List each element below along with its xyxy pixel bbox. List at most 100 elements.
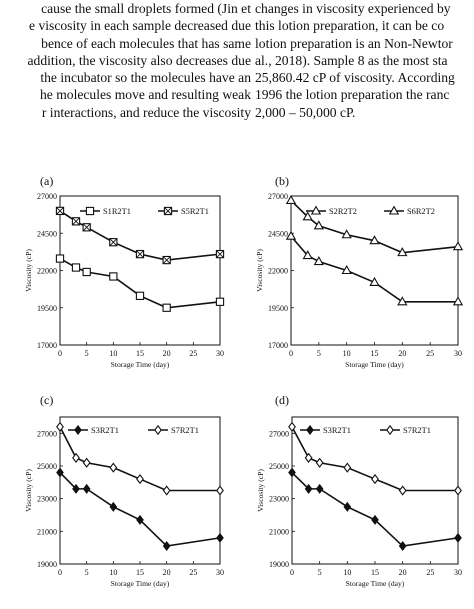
- data-point-S3R2T1: [315, 483, 324, 494]
- legend-label: S1R2T1: [103, 207, 131, 216]
- x-axis-label: Storage Time (day): [346, 579, 405, 588]
- legend-marker: [85, 206, 95, 216]
- y-tick-label: 27000: [268, 192, 288, 201]
- data-point-S7R2T1: [371, 473, 379, 485]
- data-point-S2R2T2: [397, 247, 408, 257]
- data-point-S7R2T1: [454, 485, 462, 496]
- legend-label: S2R2T2: [329, 207, 357, 216]
- x-tick-label: 0: [58, 568, 62, 577]
- x-tick-label: 30: [216, 349, 224, 358]
- text-column-right: changes in viscosity experienced by this…: [255, 0, 474, 121]
- y-axis-label: Viscosity (cP): [24, 249, 33, 292]
- y-tick-label: 19500: [268, 304, 288, 313]
- data-point-S7R2T1: [398, 485, 407, 496]
- data-point-S5R2T1-cross: [82, 223, 91, 232]
- data-point-S7R2T1: [304, 452, 313, 463]
- data-point-S6R2T2: [313, 256, 324, 266]
- y-tick-label: 21000: [269, 527, 289, 536]
- y-axis-label: Viscosity (cP): [255, 249, 264, 292]
- panel-label: (a): [40, 174, 53, 188]
- data-point-S5R2T1-cross: [216, 250, 224, 259]
- text-line: 25,860.42 cP of viscosity. According: [255, 70, 455, 86]
- y-tick-label: 25000: [269, 462, 289, 471]
- data-point-S2R2T2: [341, 229, 352, 239]
- x-tick-label: 15: [136, 349, 144, 358]
- data-point-S5R2T1-cross: [72, 217, 80, 226]
- x-tick-label: 20: [399, 568, 407, 577]
- y-axis-label: Viscosity (cP): [24, 469, 33, 512]
- x-tick-label: 10: [109, 349, 117, 358]
- legend-label: S5R2T1: [181, 207, 209, 216]
- y-tick-label: 21000: [37, 527, 57, 536]
- legend-marker: [310, 205, 322, 215]
- data-point-S7R2T1: [343, 462, 352, 473]
- data-point-S2R2T2: [452, 241, 464, 251]
- data-point-S3R2T1: [162, 541, 171, 552]
- text-line: al., 2018). Sample 8 as the most sta: [255, 52, 448, 68]
- x-tick-label: 20: [163, 568, 171, 577]
- legend-marker: [74, 424, 82, 436]
- chart-panel-2: (b) 17000 19500 22000 24500 27000 0 5 10 15 20 25 30…: [255, 174, 464, 369]
- text-line: he molecules move and resulting weak: [39, 87, 251, 103]
- series-line-S6R2T2: [290, 235, 458, 303]
- data-point-S1R2T1: [109, 272, 118, 281]
- data-point-S7R2T1: [72, 452, 80, 463]
- x-tick-label: 30: [454, 349, 462, 358]
- data-point-S7R2T1: [216, 485, 224, 496]
- x-axis-label: Storage Time (day): [345, 360, 404, 369]
- legend-marker: [386, 424, 394, 436]
- text-line: this lotion preparation, it can be co: [255, 18, 445, 34]
- data-point-S7R2T1: [162, 485, 171, 496]
- data-point-S3R2T1: [109, 501, 118, 512]
- y-tick-label: 25000: [37, 462, 57, 471]
- chart-panel-3: (c) 19000 21000 23000 25000 27000 0 5 10 15 20 25 30…: [24, 393, 224, 588]
- data-point-S1R2T1: [162, 303, 171, 312]
- legend-marker-cross: [164, 207, 172, 215]
- text-column-left: cause the small droplets formed (Jin et …: [0, 0, 251, 121]
- legend-label: S7R2T1: [403, 426, 431, 435]
- panel-label: (c): [40, 393, 53, 407]
- data-point-S1R2T1: [215, 297, 225, 306]
- data-point-S6R2T2: [369, 276, 380, 286]
- data-point-S3R2T1: [371, 514, 379, 525]
- x-tick-label: 25: [426, 349, 434, 358]
- x-axis-label: Storage Time (day): [111, 579, 170, 588]
- data-point-S7R2T1: [82, 457, 91, 468]
- y-tick-label: 17000: [37, 341, 57, 350]
- legend-marker: [388, 205, 400, 215]
- text-line: changes in viscosity experienced by: [255, 1, 451, 16]
- y-tick-label: 22000: [37, 267, 57, 276]
- y-tick-label: 23000: [37, 495, 57, 504]
- data-point-S3R2T1: [82, 483, 91, 494]
- data-point-S3R2T1: [304, 483, 313, 494]
- text-line: the incubator so the molecules have an: [40, 70, 251, 86]
- data-point-S3R2T1: [454, 532, 462, 543]
- x-tick-label: 25: [189, 349, 197, 358]
- text-line: cause the small droplets formed (Jin et: [41, 1, 251, 16]
- y-tick-label: 23000: [269, 495, 289, 504]
- y-tick-label: 24500: [37, 229, 57, 238]
- x-tick-label: 10: [343, 349, 351, 358]
- series-line-S1R2T1: [59, 257, 221, 309]
- chart-panel-1: (a) 17000 19500 22000 24500 27000 0 5 10 15 20 25 30…: [24, 174, 225, 369]
- x-tick-label: 5: [85, 349, 89, 358]
- data-point-S3R2T1: [398, 541, 407, 552]
- data-point-S3R2T1: [343, 501, 352, 512]
- chart-panel-4: (d) 19000 21000 23000 25000 27000 0 5 10 15 20 25 30…: [256, 393, 462, 588]
- data-point-S7R2T1: [109, 462, 118, 473]
- y-tick-label: 24500: [268, 229, 288, 238]
- data-point-S6R2T2: [397, 296, 408, 306]
- y-tick-label: 22000: [268, 267, 288, 276]
- data-point-S3R2T1: [216, 532, 224, 543]
- y-tick-label: 17000: [268, 341, 288, 350]
- data-point-S6R2T2: [452, 296, 464, 306]
- x-tick-label: 25: [189, 568, 197, 577]
- data-point-S3R2T1: [56, 467, 64, 478]
- text-line: addition, the viscosity also decreases d…: [27, 52, 251, 68]
- x-tick-label: 15: [136, 568, 144, 577]
- x-tick-label: 30: [454, 568, 462, 577]
- data-point-S6R2T2: [285, 230, 297, 240]
- data-point-S7R2T1: [288, 421, 296, 432]
- x-axis-label: Storage Time (day): [111, 360, 170, 369]
